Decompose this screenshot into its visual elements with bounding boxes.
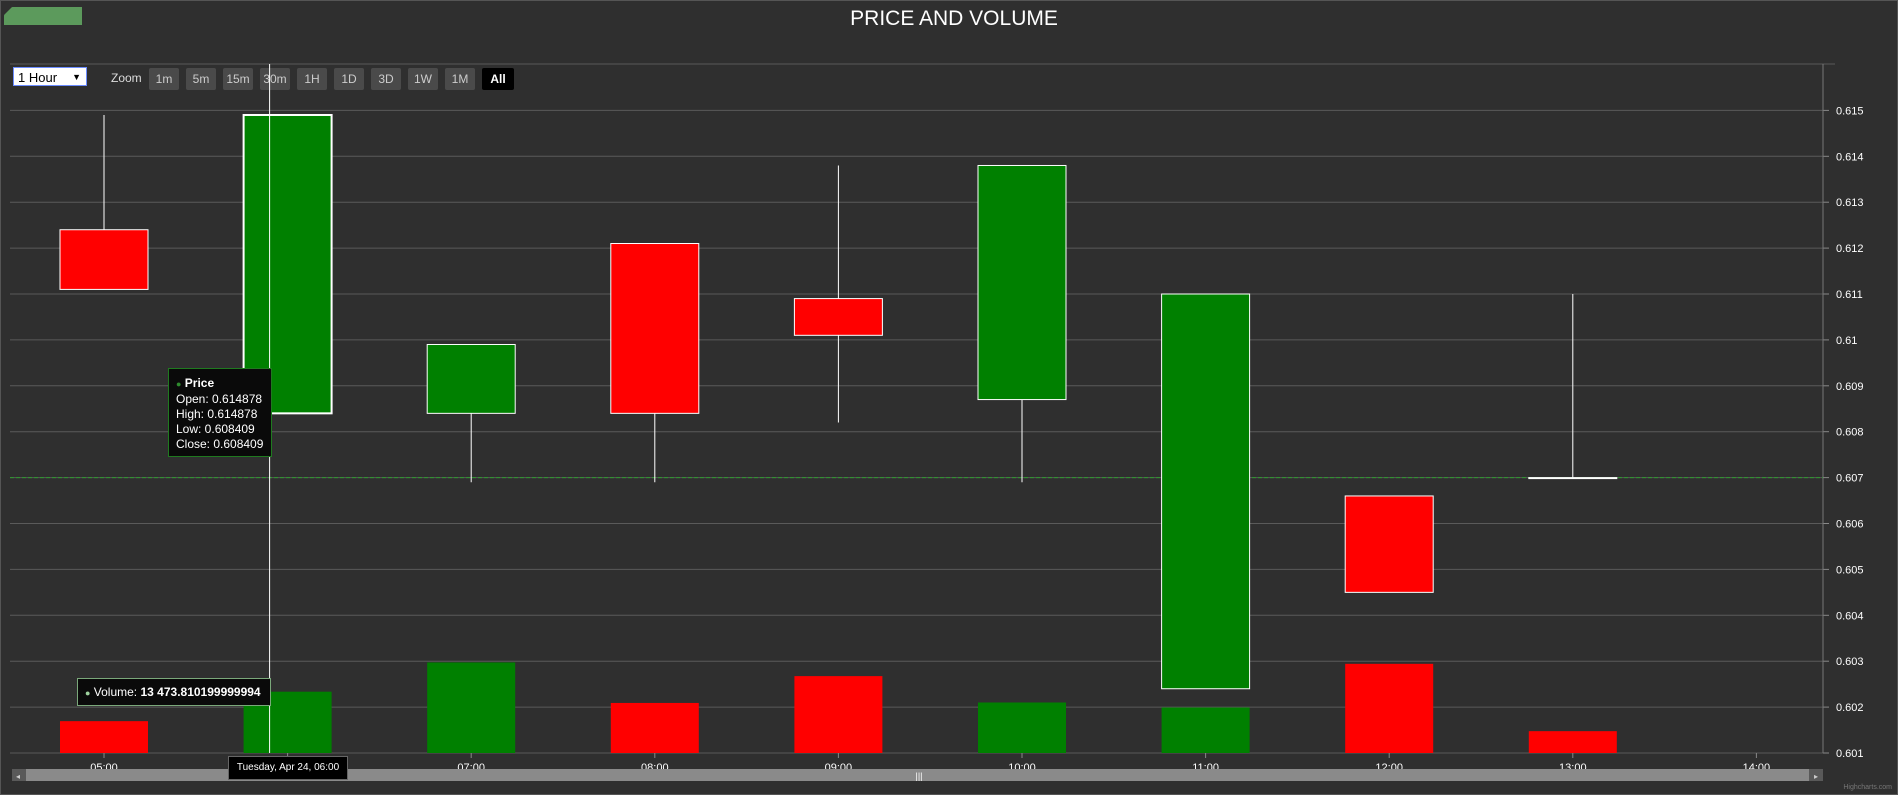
corner-tag <box>4 7 82 25</box>
candle-body <box>610 243 700 414</box>
y-tick-label: 0.603 <box>1836 656 1864 668</box>
y-tick-label: 0.608 <box>1836 427 1864 439</box>
volume-bar <box>794 676 883 753</box>
tooltip-open: Open: 0.614878 <box>176 392 263 406</box>
candle-body <box>793 298 883 336</box>
range-select[interactable]: 1 Hour ▼ <box>13 67 87 86</box>
volume-bar <box>1345 663 1434 753</box>
volume-label: Volume: <box>93 685 141 699</box>
candle-body <box>242 113 333 415</box>
candle-body <box>59 229 149 290</box>
series-dot-icon: ● <box>176 379 182 389</box>
chart-misc: ||| ◂ ▸ <box>12 64 1823 781</box>
volume-bar <box>978 702 1066 753</box>
candle-body <box>1528 477 1618 480</box>
y-tick-label: 0.605 <box>1836 564 1864 576</box>
volume-tooltip: ● Volume: 13 473.810199999994 <box>77 678 271 706</box>
tooltip-low: Low: 0.608409 <box>176 422 255 436</box>
zoom-button-5m[interactable]: 5m <box>186 68 216 90</box>
zoom-button-1m[interactable]: 1m <box>149 68 179 90</box>
chevron-down-icon: ▼ <box>72 72 81 82</box>
candle-body <box>977 164 1067 401</box>
y-tick-label: 0.601 <box>1836 748 1864 760</box>
y-tick-label: 0.606 <box>1836 519 1864 531</box>
zoom-button-1d[interactable]: 1D <box>334 68 364 90</box>
y-axis-ticks: 0.601 0.602 0.603 0.604 0.605 0.606 0.607 0.608… <box>1836 105 1864 760</box>
zoom-button-1w[interactable]: 1W <box>408 68 438 90</box>
candles <box>59 113 1618 690</box>
date-tooltip: Tuesday, Apr 24, 06:00 <box>228 756 348 780</box>
scroll-right-icon: ▸ <box>1814 772 1818 781</box>
zoom-button-15m[interactable]: 15m <box>223 68 253 90</box>
volume-bar <box>60 721 148 753</box>
chart-title: PRICE AND VOLUME <box>850 7 1058 30</box>
zoom-button-3d[interactable]: 3D <box>371 68 401 90</box>
tooltip-header: Price <box>184 376 215 390</box>
y-tick-label: 0.609 <box>1836 381 1864 393</box>
volume-bars <box>60 662 1617 753</box>
volume-bar <box>610 702 699 753</box>
tooltip-close: Close: 0.608409 <box>176 437 264 451</box>
volume-bar <box>1528 731 1617 753</box>
scroll-left-icon: ◂ <box>16 772 20 781</box>
y-tick-label: 0.607 <box>1836 473 1864 485</box>
candle-body <box>1161 293 1251 690</box>
y-tick-label: 0.614 <box>1836 151 1864 163</box>
y-tick-label: 0.613 <box>1836 197 1864 209</box>
y-tick-label: 0.611 <box>1836 289 1863 301</box>
y-tick-label: 0.602 <box>1836 702 1864 714</box>
candle-body <box>1344 495 1434 593</box>
y-tick-label: 0.612 <box>1836 243 1864 255</box>
range-select-value: 1 Hour <box>18 70 58 85</box>
y-tick-label: 0.61 <box>1836 335 1857 347</box>
zoom-button-1h[interactable]: 1H <box>297 68 327 90</box>
series-dot-icon: ● <box>85 688 91 698</box>
volume-bar <box>1161 707 1250 753</box>
tooltip-high: High: 0.614878 <box>176 407 258 421</box>
zoom-label: Zoom <box>111 71 142 85</box>
candle-body <box>426 343 516 414</box>
scrollbar-thumb <box>26 769 1809 781</box>
y-tick-label: 0.604 <box>1836 610 1864 622</box>
scrollbar-grip-icon: ||| <box>915 771 922 781</box>
volume-bar <box>427 662 516 753</box>
volume-value: 13 473.810199999994 <box>140 685 261 699</box>
zoom-button-1m[interactable]: 1M <box>445 68 475 90</box>
zoom-button-all[interactable]: All <box>482 68 514 90</box>
y-tick-label: 0.615 <box>1836 105 1864 117</box>
credit-text[interactable]: Highcharts.com <box>1843 784 1892 791</box>
price-tooltip: ● Price Open: 0.614878 High: 0.614878 Lo… <box>168 368 272 457</box>
